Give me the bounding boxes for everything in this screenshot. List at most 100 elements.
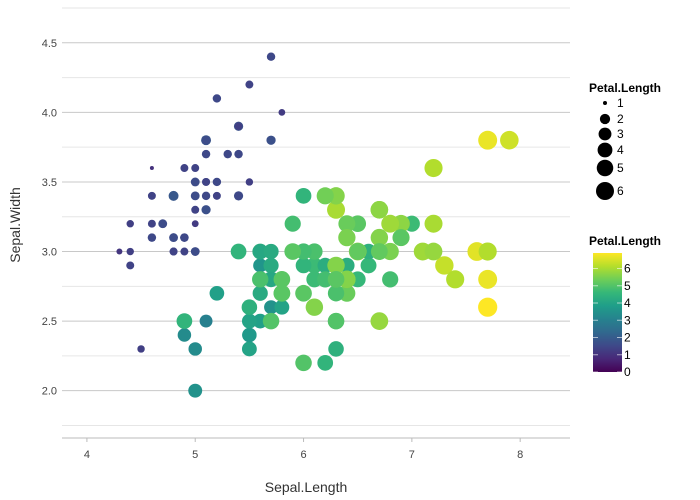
data-point (305, 298, 324, 316)
x-axis-title: Sepal.Length (265, 479, 348, 495)
size-legend-label: 6 (617, 184, 624, 198)
data-point (201, 191, 211, 201)
data-point (245, 178, 254, 186)
data-point (242, 327, 257, 343)
colorbar-label: 5 (624, 279, 631, 293)
data-point (223, 149, 232, 159)
data-point (147, 219, 156, 228)
data-point (266, 135, 276, 145)
data-point (446, 270, 465, 289)
colorbar (593, 253, 622, 372)
data-point (382, 271, 399, 288)
data-point (274, 299, 290, 315)
data-point (360, 257, 377, 274)
data-point (202, 177, 211, 186)
size-legend-label: 3 (617, 127, 624, 141)
data-point (263, 257, 279, 274)
data-point (327, 200, 346, 219)
size-legend-label: 1 (617, 96, 624, 110)
data-point (273, 271, 291, 288)
data-point (230, 243, 247, 260)
data-point (245, 80, 254, 89)
data-point (478, 297, 498, 317)
data-point (252, 285, 268, 301)
data-point (168, 190, 179, 201)
size-legend-label: 2 (617, 112, 624, 126)
data-point (370, 312, 389, 330)
y-tick-label: 3.5 (42, 177, 57, 189)
data-point (478, 242, 497, 261)
data-point (327, 312, 345, 330)
data-point (327, 271, 345, 288)
size-legend-key (596, 182, 614, 200)
data-point (190, 177, 200, 187)
data-point (201, 135, 211, 145)
data-point (370, 243, 388, 260)
data-point (327, 256, 345, 275)
colorbar-label: 1 (624, 348, 631, 362)
data-point (201, 149, 211, 159)
y-tick-label: 2.5 (42, 316, 57, 328)
colorbar-label: 6 (624, 262, 631, 276)
colorbar-label: 3 (624, 313, 631, 327)
data-point (327, 285, 345, 302)
y-tick-label: 3.0 (42, 247, 57, 259)
data-point (295, 188, 312, 204)
x-tick-label: 7 (409, 449, 415, 461)
data-point (137, 345, 145, 353)
data-point (424, 242, 443, 261)
data-point (370, 228, 389, 247)
data-point (234, 191, 243, 201)
x-tick-label: 6 (300, 449, 306, 461)
data-point (126, 247, 134, 256)
data-point (266, 52, 276, 61)
data-point (262, 312, 280, 330)
data-point (317, 354, 334, 371)
color-legend-title: Petal.Length (589, 234, 661, 248)
data-points (116, 52, 519, 398)
data-point (199, 314, 213, 328)
data-point (392, 229, 410, 246)
x-tick-label: 4 (84, 449, 90, 461)
data-point (147, 191, 156, 200)
data-point (190, 247, 200, 256)
data-point (191, 205, 200, 214)
data-point (126, 261, 135, 270)
y-tick-label: 4.5 (42, 38, 57, 50)
data-point (212, 191, 221, 200)
data-point (158, 219, 168, 229)
data-point (295, 354, 312, 372)
data-point (234, 149, 243, 159)
size-legend-key (596, 159, 614, 177)
data-point (241, 341, 257, 357)
data-point (116, 248, 123, 255)
data-point (263, 243, 279, 260)
data-point (278, 108, 286, 116)
data-point (349, 243, 367, 260)
data-point (188, 342, 202, 356)
data-point (478, 130, 498, 150)
x-tick-label: 8 (517, 449, 523, 461)
data-point (212, 94, 222, 103)
data-point (241, 299, 258, 315)
data-point (381, 214, 400, 233)
size-legend-label: 5 (617, 161, 624, 175)
data-point (500, 130, 519, 150)
data-point (241, 313, 257, 329)
data-point (424, 214, 443, 233)
data-point (252, 271, 269, 288)
data-point (478, 269, 498, 289)
color-legend: Petal.Length 0 1 2 3 4 5 6 (589, 234, 661, 379)
colorbar-label: 2 (624, 331, 631, 345)
data-point (212, 177, 222, 187)
data-point (370, 200, 389, 219)
x-axis-ticks: 4 5 6 7 8 (84, 438, 523, 461)
x-tick-label: 5 (192, 449, 198, 461)
size-legend-key (597, 142, 613, 158)
data-point (338, 215, 356, 233)
data-point (177, 328, 192, 342)
data-point (126, 219, 134, 228)
data-point (176, 313, 193, 329)
data-point (284, 215, 301, 232)
data-point (149, 166, 154, 171)
